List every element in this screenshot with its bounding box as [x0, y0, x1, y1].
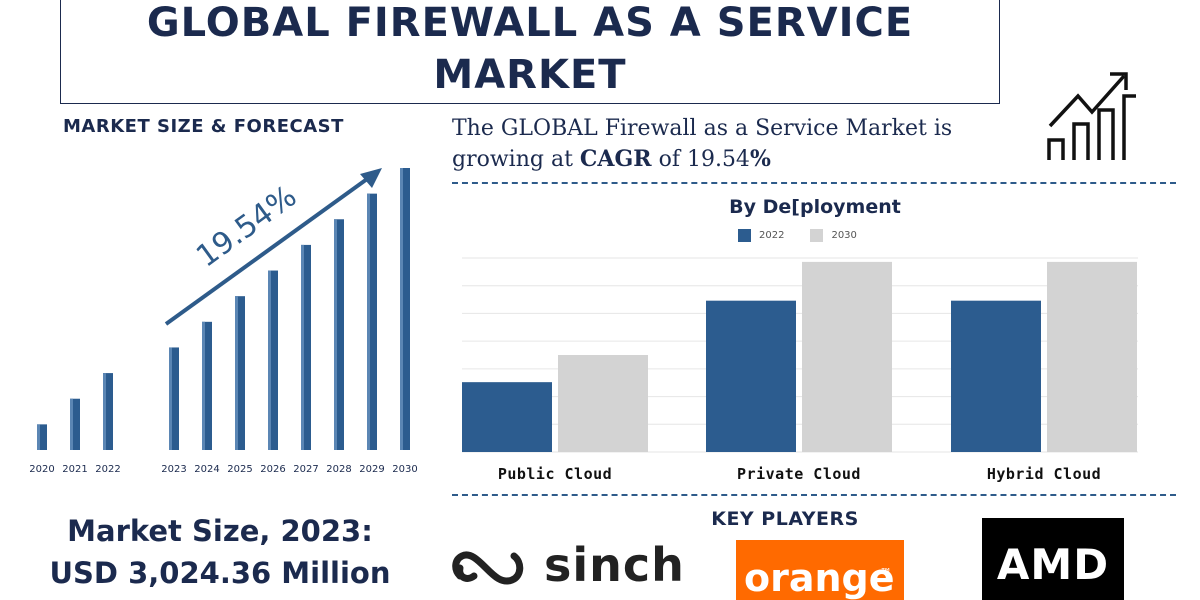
cagr-percent: %	[749, 146, 771, 172]
legend-swatch-2030	[810, 229, 824, 242]
forecast-tick-2024: 2024	[194, 464, 219, 475]
growth-chart-icon	[1047, 72, 1136, 160]
divider-bottom	[452, 494, 1176, 496]
forecast-tick-2028: 2028	[326, 464, 351, 475]
bar-hybrid-cloud-2030	[1047, 261, 1137, 452]
legend-item-2022: 2022	[738, 229, 784, 242]
category-label-hybrid-cloud: Hybrid Cloud	[987, 465, 1101, 483]
market-size-forecast-heading: MARKET SIZE & FORECAST	[63, 116, 344, 137]
cagr-text-part1: The GLOBAL Firewall as a Service Market …	[452, 116, 953, 141]
legend-swatch-2022	[738, 229, 751, 242]
forecast-tick-2021: 2021	[62, 464, 87, 475]
forecast-bar-2029	[367, 193, 377, 451]
title-box: GLOBAL FIREWALL AS A SERVICE MARKET	[60, 0, 1000, 104]
forecast-bar-2030	[400, 168, 410, 450]
category-label-private-cloud: Private Cloud	[737, 465, 861, 483]
legend-item-2030: 2030	[810, 229, 857, 242]
key-players-heading: KEY PLAYERS	[711, 508, 859, 530]
forecast-tick-2020: 2020	[29, 464, 54, 475]
forecast-bar-2021	[70, 398, 80, 450]
forecast-tick-2025: 2025	[227, 464, 252, 475]
bar-public-cloud-2022	[462, 382, 552, 452]
forecast-bar-2024	[202, 321, 212, 450]
forecast-tick-2022: 2022	[95, 464, 120, 475]
orange-logo: orange ™	[736, 540, 904, 600]
bar-public-cloud-2030	[558, 355, 648, 452]
forecast-bar-2028	[334, 219, 344, 450]
page-title-line-1: GLOBAL FIREWALL AS A SERVICE	[146, 0, 914, 46]
sinch-logo: sinch	[452, 538, 702, 598]
cagr-word: CAGR	[579, 146, 652, 172]
market-size-label: Market Size, 2023:	[67, 514, 373, 548]
deployment-legend: 2022 2030	[738, 229, 883, 242]
forecast-tick-2030: 2030	[392, 464, 417, 475]
amd-wordmark: AMD	[996, 540, 1110, 589]
forecast-tick-2027: 2027	[293, 464, 318, 475]
legend-label-2030: 2030	[831, 230, 857, 241]
bar-private-cloud-2030	[802, 261, 892, 452]
bar-private-cloud-2022	[706, 300, 796, 452]
cagr-text-part2: growing at	[452, 147, 580, 172]
forecast-chart: 2020 2021 2022 2023 2024 2025 2026 2027 2028 2029…	[29, 168, 418, 475]
trend-arrow	[164, 168, 382, 326]
forecast-tick-2026: 2026	[260, 464, 285, 475]
forecast-bar-2020	[37, 424, 47, 450]
divider-top	[452, 182, 1176, 184]
category-label-public-cloud: Public Cloud	[498, 465, 612, 483]
deployment-chart: Public Cloud Private Cloud Hybrid Cloud	[462, 257, 1138, 483]
orange-wordmark: orange	[744, 556, 895, 600]
forecast-bar-2025	[235, 296, 245, 450]
market-size-value: USD 3,024.36 Million	[49, 556, 391, 590]
deployment-chart-title: By De[ployment	[729, 196, 901, 218]
cagr-sentence: The GLOBAL Firewall as a Service Market …	[452, 114, 1042, 175]
cagr-annotation: 19.54%	[190, 179, 303, 275]
legend-label-2022: 2022	[759, 230, 785, 241]
forecast-tick-2023: 2023	[161, 464, 186, 475]
forecast-bar-2027	[301, 244, 311, 450]
market-size-2023: Market Size, 2023: USD 3,024.36 Million	[10, 510, 430, 594]
amd-logo: AMD	[982, 518, 1124, 600]
sinch-symbol-icon	[452, 551, 524, 585]
page-title-line-2: MARKET	[433, 52, 627, 98]
bar-hybrid-cloud-2022	[951, 300, 1041, 452]
forecast-bar-2023	[169, 347, 179, 450]
forecast-bar-2026	[268, 270, 278, 450]
forecast-bar-2022	[103, 373, 113, 450]
cagr-value: of 19.54	[651, 147, 750, 172]
orange-trademark: ™	[880, 566, 892, 580]
sinch-wordmark: sinch	[544, 538, 685, 592]
forecast-tick-2029: 2029	[359, 464, 384, 475]
